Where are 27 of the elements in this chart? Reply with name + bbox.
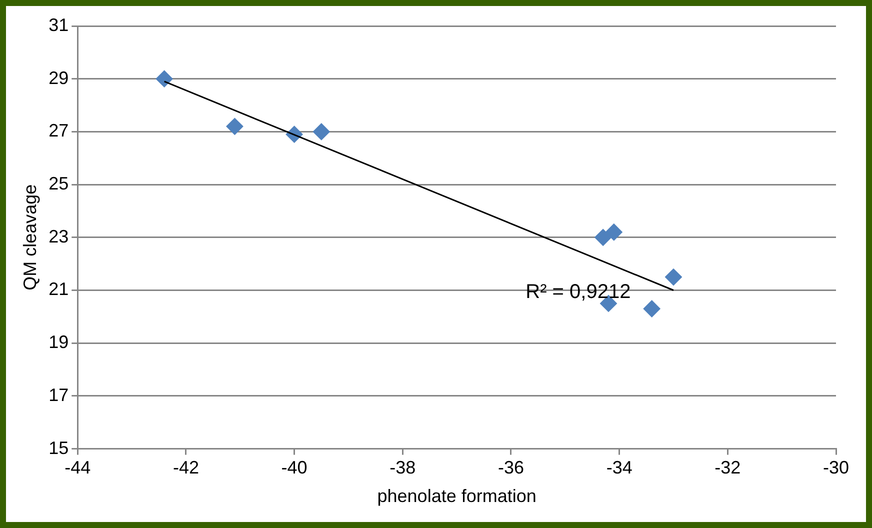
y-tick-label: 27 [48,120,69,141]
x-axis-title: phenolate formation [377,486,536,506]
y-tick-label: 21 [48,279,69,300]
point [312,123,330,140]
y-tick-label: 31 [48,14,69,35]
point [605,224,622,241]
y-tick-label: 19 [48,332,69,352]
x-tick-label: -34 [606,458,632,478]
point [156,70,173,88]
x-tick-label: -42 [172,458,199,478]
point [664,268,682,286]
point [643,300,660,318]
x-tick-label: -36 [498,458,524,478]
y-tick-label: 23 [48,226,69,246]
point [594,228,612,246]
point [226,118,244,135]
y-tick-label: 15 [48,438,69,458]
x-tick-label: -40 [281,458,308,478]
annotation: R² = 0,9212 [526,280,631,303]
y-tick-label: 25 [48,174,69,194]
x-tick-label: -38 [390,458,416,478]
y-tick-label: 29 [48,68,69,88]
x-tick-label: -30 [822,458,850,478]
y-axis-title: QM cleavage [20,184,40,290]
y-tick-label: 17 [48,384,69,405]
x-tick-label: -32 [714,458,741,478]
x-tick-label: -44 [64,458,91,478]
